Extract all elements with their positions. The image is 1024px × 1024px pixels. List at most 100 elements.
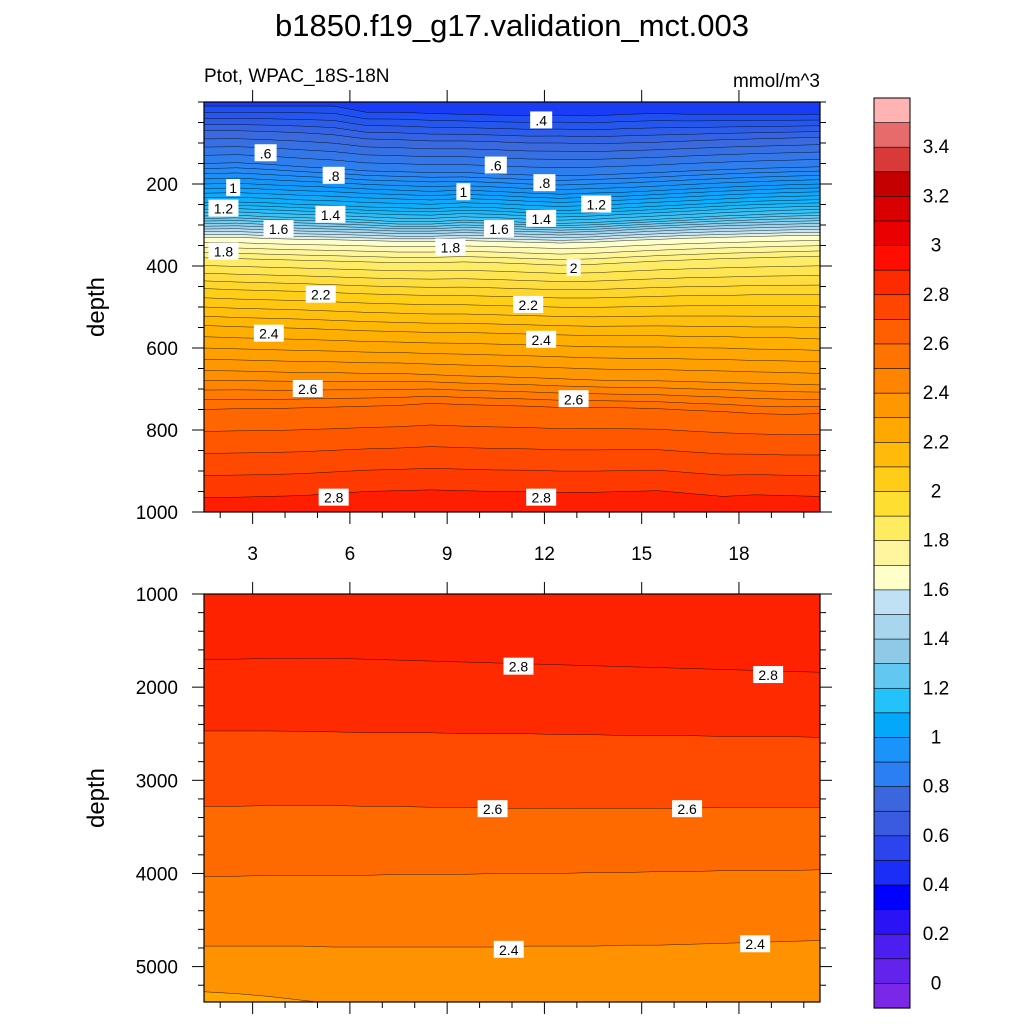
colorbar-box — [873, 442, 911, 468]
contour-label: 1.8 — [435, 238, 466, 256]
contour-label-text: 2.4 — [259, 326, 279, 342]
colorbar-box — [873, 196, 911, 222]
contour-line — [204, 124, 820, 138]
right-subtitle: mmol/m^3 — [733, 71, 820, 92]
contour-label: 1.8 — [208, 242, 239, 260]
colorbar-box — [873, 564, 911, 591]
colorbar-box — [873, 269, 911, 296]
contour-label-text: 2.6 — [483, 801, 503, 817]
colorbar-box — [873, 245, 911, 271]
contour-label-text: 2 — [570, 260, 578, 276]
contour-label: 1 — [226, 179, 241, 197]
colorbar-label: 1 — [931, 727, 942, 748]
y-tick-label: 3000 — [136, 771, 178, 792]
contour-label: 2 — [566, 259, 581, 277]
contour-line — [204, 146, 820, 160]
contour-line — [204, 118, 820, 131]
left-subtitle: Ptot, WPAC_18S-18N — [204, 66, 390, 87]
colorbar-box — [873, 958, 911, 985]
contour-line — [204, 138, 820, 152]
contour-label: 1.6 — [484, 220, 515, 238]
x-tick-label: 12 — [534, 544, 555, 565]
contour-line — [204, 172, 820, 186]
contour-label-text: 1.4 — [531, 211, 551, 227]
contour-line — [204, 347, 820, 363]
contour-label: .6 — [484, 156, 507, 174]
colorbar-box — [873, 171, 911, 197]
colorbar-box — [873, 122, 911, 148]
contour-label-text: 2.6 — [677, 801, 697, 817]
contour-label-text: 1 — [459, 184, 467, 200]
contour-line — [204, 235, 820, 244]
contour-label-text: .8 — [328, 168, 340, 184]
contour-field — [204, 102, 820, 512]
contour-line — [204, 403, 820, 415]
contour-line — [204, 162, 820, 177]
contour-label: 2.6 — [477, 800, 508, 818]
y-tick-label: 4000 — [136, 864, 178, 885]
y-tick-label: 200 — [146, 175, 178, 196]
contour-label-text: .6 — [260, 145, 272, 161]
colorbar-label: 2 — [931, 482, 942, 503]
colorbar: 3.4 3.2 3 2.8 2.6 2.4 2.2 2 1.8 1.6 1.4 1.2 1 0.8 0.6 0… — [873, 97, 950, 1009]
contour-line — [204, 250, 820, 260]
colorbar-label: 0.8 — [923, 777, 949, 798]
contour-label-text: 2.6 — [564, 391, 584, 407]
colorbar-label: 3 — [931, 236, 942, 257]
contour-label-text: 2.4 — [745, 936, 765, 952]
contour-label-text: 1.2 — [587, 197, 607, 213]
contour-line — [204, 177, 820, 190]
colorbar-box — [873, 712, 911, 739]
contour-label-text: 1 — [229, 180, 237, 196]
colorbar-box — [873, 687, 911, 714]
colorbar-box — [873, 663, 911, 689]
contour-line — [204, 325, 820, 340]
contour-line — [204, 446, 820, 456]
contour-line — [204, 272, 820, 282]
colorbar-box — [873, 614, 911, 640]
colorbar-box — [873, 491, 911, 517]
contour-line — [204, 187, 820, 199]
contour-label-text: .6 — [490, 158, 502, 174]
lower-depth-panel: 2.8 2.8 2.6 2.6 2.4 2.4 1000 2000 3000 4000 5000 de… — [83, 582, 832, 1014]
colorbar-box — [873, 737, 911, 763]
contour-label: 2.2 — [513, 295, 544, 313]
contour-label: 2.8 — [753, 666, 784, 684]
contour-line — [204, 869, 820, 877]
contour-line — [204, 467, 820, 476]
contour-band — [204, 489, 820, 512]
colorbar-box — [873, 392, 911, 419]
contour-label-text: 1.2 — [214, 201, 234, 217]
contour-label: 2.4 — [526, 330, 557, 348]
colorbar-box — [873, 933, 911, 960]
contour-label: 1.4 — [315, 205, 346, 223]
contour-label: 1.2 — [581, 195, 612, 213]
colorbar-label: 2.2 — [923, 432, 949, 453]
colorbar-label: 2.4 — [923, 383, 950, 404]
contour-label-text: 1.6 — [489, 221, 509, 237]
y-tick-label: 1000 — [136, 503, 178, 524]
contour-label: 1 — [456, 183, 471, 201]
contour-label: .8 — [533, 174, 556, 192]
contour-label: 2.2 — [305, 285, 336, 303]
x-tick-label: 18 — [728, 544, 749, 565]
y-tick-label: 5000 — [136, 958, 178, 979]
x-tick-label: 6 — [345, 544, 356, 565]
contour-line — [204, 195, 820, 207]
colorbar-label: 1.2 — [923, 678, 949, 699]
colorbar-label: 1.8 — [923, 531, 949, 552]
y-tick-label: 400 — [146, 257, 178, 278]
contour-line — [204, 280, 820, 291]
colorbar-label: 0.6 — [923, 826, 949, 847]
contour-line — [204, 182, 820, 195]
y-tick-label: 800 — [146, 421, 178, 442]
contour-band — [204, 940, 820, 1002]
colorbar-box — [873, 884, 911, 911]
colorbar-box — [873, 835, 911, 862]
colorbar-box — [873, 343, 911, 370]
colorbar-label: 0 — [931, 973, 942, 994]
contour-label: 2.6 — [558, 390, 589, 408]
contour-line — [204, 191, 820, 203]
contour-label-text: 1.4 — [321, 207, 341, 223]
